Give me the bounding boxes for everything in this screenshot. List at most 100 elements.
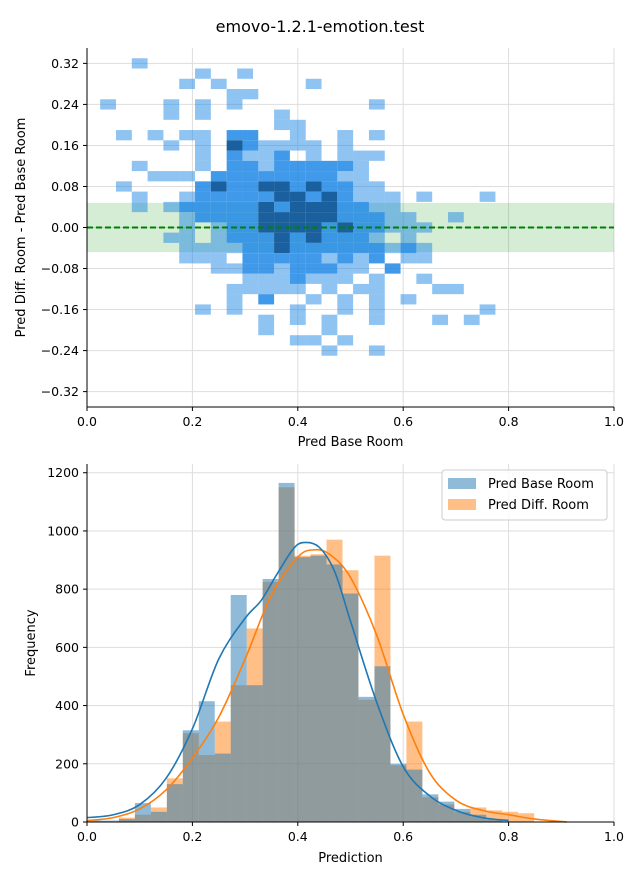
heatmap-cell-169 bbox=[321, 242, 338, 254]
heatmap-cell-218 bbox=[432, 283, 448, 295]
heatmap-cell-171 bbox=[353, 242, 369, 254]
heatmap-cell-62 bbox=[258, 171, 275, 182]
heatmap-cell-37 bbox=[226, 150, 243, 161]
heatmap-y-tick-label-8: −0.32 bbox=[41, 384, 79, 399]
heatmap-cell-242 bbox=[337, 335, 354, 346]
heatmap-cell-201 bbox=[242, 273, 259, 284]
heatmap-cell-168 bbox=[305, 242, 322, 254]
heatmap-y-tick-label-0: 0.32 bbox=[51, 56, 79, 71]
histogram-bar-base-21 bbox=[422, 794, 439, 822]
heatmap-cell-73 bbox=[242, 181, 259, 192]
heatmap-cell-244 bbox=[368, 345, 385, 356]
legend-swatch-diff bbox=[448, 499, 476, 510]
histogram-bar-base-3 bbox=[134, 803, 151, 822]
heatmap-y-tick-label-7: −0.24 bbox=[41, 343, 79, 358]
heatmap-cell-19 bbox=[147, 130, 164, 141]
heatmap-cell-150 bbox=[242, 232, 259, 243]
heatmap-cell-135 bbox=[258, 222, 275, 233]
heatmap-cell-94 bbox=[353, 191, 369, 202]
heatmap-cell-30 bbox=[242, 140, 259, 151]
heatmap-cell-130 bbox=[447, 212, 464, 223]
heatmap-cell-59 bbox=[210, 171, 227, 182]
heatmap-cell-82 bbox=[131, 191, 148, 202]
heatmap-cell-217 bbox=[368, 283, 385, 295]
heatmap-cell-215 bbox=[321, 283, 338, 295]
heatmap-cell-176 bbox=[179, 253, 196, 264]
heatmap-cell-181 bbox=[274, 253, 290, 264]
heatmap-cell-36 bbox=[195, 150, 211, 161]
histogram-x-ticks: 0.0 0.2 0.4 0.6 0.8 1.0 bbox=[77, 822, 624, 844]
heatmap-cell-163 bbox=[226, 242, 243, 254]
heatmap-y-axis-label: Pred Diff. Room - Pred Base Room bbox=[14, 118, 29, 338]
heatmap-cell-170 bbox=[337, 242, 354, 254]
heatmap-cell-119 bbox=[242, 212, 259, 223]
heatmap-cell-44 bbox=[368, 150, 385, 161]
heatmap-cell-13 bbox=[163, 109, 180, 120]
histogram-x-axis-label: Prediction bbox=[318, 851, 383, 866]
heatmap-y-tick-label-6: −0.16 bbox=[41, 302, 79, 317]
heatmap-x-ticks: 0.0 0.2 0.4 0.6 0.8 1.0 bbox=[77, 407, 624, 429]
heatmap-cell-98 bbox=[479, 191, 496, 202]
heatmap-cell-239 bbox=[321, 324, 338, 336]
heatmap-cell-6 bbox=[226, 89, 243, 100]
heatmap-cell-125 bbox=[337, 212, 354, 223]
heatmap-cell-220 bbox=[226, 294, 243, 305]
heatmap-cell-197 bbox=[321, 263, 338, 274]
histogram-y-tick-label-2: 400 bbox=[55, 698, 79, 713]
heatmap-x-tick-label-2: 0.4 bbox=[288, 414, 308, 429]
heatmap-cell-33 bbox=[289, 140, 306, 151]
heatmap-cell-74 bbox=[258, 181, 275, 192]
heatmap-cell-173 bbox=[384, 242, 401, 254]
heatmap-cell-144 bbox=[400, 222, 417, 233]
heatmap-cell-12 bbox=[368, 99, 385, 110]
heatmap-cell-211 bbox=[242, 283, 259, 295]
histogram-x-tick-label-2: 0.4 bbox=[288, 829, 308, 844]
heatmap-cell-115 bbox=[179, 212, 196, 223]
heatmap-cell-128 bbox=[384, 212, 401, 223]
heatmap-cell-104 bbox=[226, 201, 243, 213]
heatmap-cell-18 bbox=[115, 130, 132, 141]
heatmap-cell-118 bbox=[226, 212, 243, 223]
heatmap-cell-235 bbox=[368, 314, 385, 325]
heatmap-cell-24 bbox=[289, 130, 306, 141]
histogram-bar-base-13 bbox=[294, 557, 311, 822]
heatmap-cell-111 bbox=[337, 201, 354, 213]
heatmap-cell-187 bbox=[368, 253, 385, 264]
heatmap-cell-175 bbox=[416, 242, 433, 254]
heatmap-cell-10 bbox=[195, 99, 211, 110]
histogram-bar-base-20 bbox=[406, 769, 423, 822]
histogram-bar-base-19 bbox=[390, 763, 407, 822]
heatmap-cell-165 bbox=[258, 242, 275, 254]
heatmap-cell-86 bbox=[226, 191, 243, 202]
heatmap-cell-213 bbox=[274, 283, 290, 295]
heatmap-cell-25 bbox=[337, 130, 354, 141]
histogram-bar-base-9 bbox=[230, 594, 247, 822]
heatmap-cell-66 bbox=[321, 171, 338, 182]
heatmap-cell-87 bbox=[242, 191, 259, 202]
heatmap-cells bbox=[100, 58, 496, 356]
histogram-bar-base-0 bbox=[87, 820, 103, 822]
heatmap-cell-153 bbox=[289, 232, 306, 243]
histogram-bar-base-2 bbox=[118, 819, 135, 822]
heatmap-cell-11 bbox=[226, 99, 243, 110]
histogram-bar-base-22 bbox=[438, 801, 455, 822]
heatmap-cell-102 bbox=[195, 201, 211, 213]
heatmap-cell-231 bbox=[479, 304, 496, 315]
histogram-y-tick-label-4: 800 bbox=[55, 582, 79, 597]
heatmap-cell-123 bbox=[305, 212, 322, 223]
heatmap-cell-58 bbox=[179, 171, 196, 182]
histogram-x-tick-label-4: 0.8 bbox=[499, 829, 519, 844]
histogram-bar-base-5 bbox=[166, 784, 183, 822]
heatmap-cell-227 bbox=[226, 304, 243, 315]
histogram-bar-base-10 bbox=[246, 685, 263, 822]
heatmap-cell-43 bbox=[353, 150, 369, 161]
heatmap-cell-158 bbox=[368, 232, 385, 243]
histogram-panel: 0.0 0.2 0.4 0.6 0.8 1.0 0 200 400 600 800 1000 1200… bbox=[24, 464, 624, 866]
heatmap-cell-34 bbox=[305, 140, 322, 151]
heatmap-cell-222 bbox=[305, 294, 322, 305]
heatmap-cell-224 bbox=[368, 294, 385, 305]
heatmap-cell-188 bbox=[400, 253, 417, 264]
heatmap-cell-47 bbox=[226, 160, 243, 172]
heatmap-cell-89 bbox=[274, 191, 290, 202]
heatmap-y-tick-label-1: 0.24 bbox=[51, 97, 79, 112]
